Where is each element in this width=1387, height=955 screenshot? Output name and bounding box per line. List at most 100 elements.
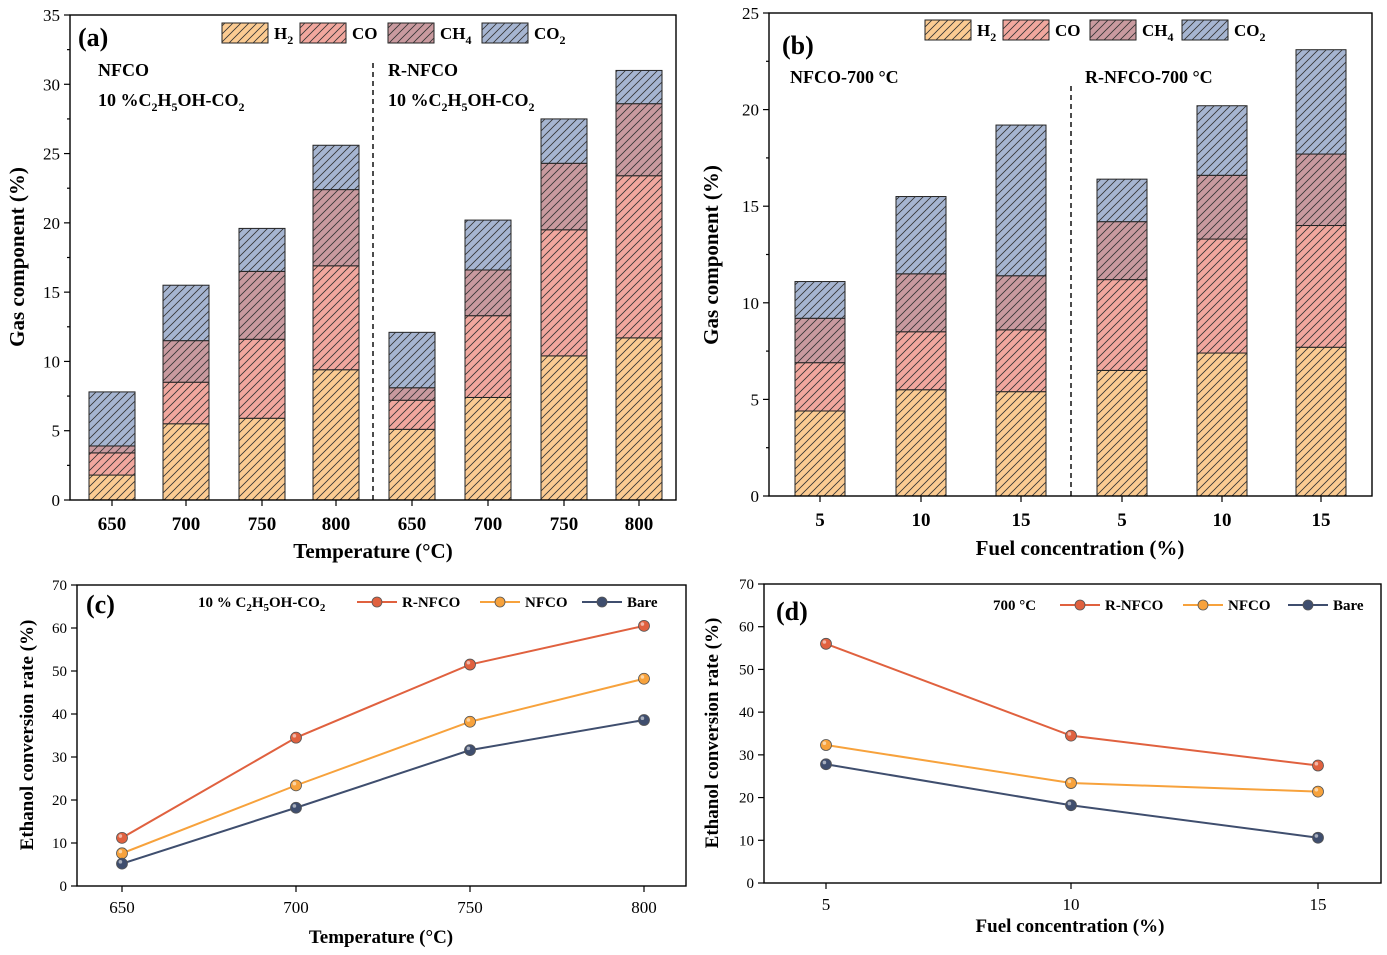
panel-c-legend-label-0: R-NFCO	[402, 595, 460, 611]
panel-a-bar-5-hatch-0	[465, 397, 511, 500]
panel-a-xtick-0: 650	[98, 514, 127, 535]
panel-c-series-0-point-1	[290, 731, 302, 744]
panel-a-bar-1-hatch-3	[163, 285, 209, 341]
panel-a-bar-4-hatch-3	[389, 332, 435, 388]
panel-a-group1-name: NFCO	[98, 60, 149, 80]
panel-c-xtick-2: 750	[457, 898, 483, 917]
panel-a-legend-hatch-0	[222, 23, 268, 43]
panel-a-legend: H2 CO CH4 CO2	[221, 22, 566, 47]
panel-a-bar-4-hatch-2	[389, 387, 435, 401]
panel-b-bar-4-hatch-0	[1197, 353, 1247, 496]
panel-b-bar-3-hatch-2	[1097, 221, 1147, 280]
panel-a-ytick-6: 30	[43, 75, 60, 94]
panel-b-bar-5-hatch-2	[1296, 154, 1346, 226]
panel-d-legend-marker-2	[1302, 599, 1314, 611]
panel-d-series-1-point-shine-2	[1314, 787, 1319, 792]
panel-b-bar-3-hatch-1	[1097, 279, 1147, 371]
panel-d-ytick-4: 40	[739, 705, 754, 721]
panel-c-series-2-point-2	[464, 744, 476, 757]
panel-a-legend-label-2: CH4	[440, 24, 472, 47]
panel-a-bar-5-hatch-2	[465, 269, 511, 316]
panel-a-bar-0-hatch-2	[89, 445, 135, 453]
panel-c-series-line-2	[121, 719, 645, 865]
panel-c-series-1-point-2	[464, 715, 476, 728]
panel-b-bar-2-hatch-2	[996, 275, 1046, 330]
panel-a-bar-3-hatch-2	[313, 189, 359, 266]
panel-c-ytick-1: 10	[52, 836, 67, 852]
panel-b-bar-0-hatch-2	[795, 318, 845, 363]
panel-b-ylabel: Gas component (%)	[699, 165, 723, 345]
panel-c-series-2-point-shine-0	[118, 860, 123, 864]
panel-a-label: (a)	[78, 23, 108, 52]
panel-d-series-0-point-2	[1312, 759, 1324, 772]
panel-d-lines	[820, 637, 1324, 844]
panel-c-series-2-point-0	[116, 857, 128, 870]
panel-a-bar-5-hatch-3	[465, 220, 511, 270]
panel-a-bar-1-hatch-2	[163, 340, 209, 383]
panel-b-ticks: 5 10 15 5 10 15 0 5 10 15 20 25	[742, 4, 1331, 531]
panel-d-ticks: 5 10 15 0 10 20 30 40 50 60 70	[739, 577, 1327, 914]
panel-b-xlabel: Fuel concentration (%)	[976, 536, 1185, 560]
panel-a-ytick-3: 15	[43, 283, 60, 302]
panel-a-group2-condition: 10 %C2H5OH-CO2	[388, 90, 535, 114]
panel-a-legend-hatch-2	[388, 23, 434, 43]
panel-b: 5 10 15 5 10 15 0 5 10 15 20 25 (b) NFCO-700 °C R-N…	[699, 4, 1373, 560]
panel-c-xtick-3: 800	[631, 898, 657, 917]
panel-b-legend-label-3: CO2	[1234, 21, 1266, 44]
panel-c-frame	[76, 584, 687, 887]
panel-a-legend-label-1: CO	[352, 24, 378, 43]
panel-a-group1-condition: 10 %C2H5OH-CO2	[98, 90, 245, 114]
panel-c-series-1-point-1	[290, 779, 302, 792]
panel-d-series-0-point-1	[1065, 729, 1077, 742]
panel-b-xtick-1: 10	[912, 510, 931, 531]
panel-b-bar-1-hatch-2	[896, 273, 946, 332]
panel-c-series-2-point-shine-3	[640, 716, 645, 721]
panel-a-bar-6-hatch-0	[541, 355, 587, 500]
panel-a-ytick-0: 0	[52, 491, 61, 510]
panel-a-bar-4-hatch-1	[389, 400, 435, 430]
panel-c: 650 700 750 800 0 10 20 30 40 50 60 70 (c) 10 % C2H…	[17, 578, 687, 948]
panel-c-xtick-0: 650	[109, 898, 135, 917]
panel-c-ytick-3: 30	[52, 750, 67, 766]
panel-a-bar-6-hatch-2	[541, 163, 587, 230]
panel-a-bar-2-hatch-0	[239, 418, 285, 500]
panel-c-series-2-point-3	[638, 714, 650, 726]
panel-b-group2-name: R-NFCO-700 °C	[1085, 67, 1213, 87]
panel-a-bar-3-hatch-1	[313, 265, 359, 370]
panel-c-ytick-7: 70	[52, 578, 67, 594]
panel-b-xtick-4: 10	[1213, 510, 1232, 531]
panel-d-series-1-point-0	[820, 739, 832, 751]
panel-b-bar-3-hatch-0	[1097, 370, 1147, 496]
panel-c-series-1-point-shine-0	[118, 849, 123, 854]
panel-a-xtick-6: 750	[550, 514, 579, 535]
panel-c-legend-label-1: NFCO	[525, 595, 568, 611]
panel-a-ytick-1: 5	[52, 422, 61, 441]
panel-b-ytick-3: 15	[742, 197, 759, 216]
panel-b-legend-hatch-1	[1003, 20, 1049, 40]
panel-d-series-0-point-shine-0	[822, 640, 827, 644]
panel-d-series-line-0	[825, 642, 1319, 767]
panel-b-bar-3-hatch-3	[1097, 179, 1147, 222]
panel-a-ylabel: Gas component (%)	[5, 167, 29, 347]
panel-b-bar-5-hatch-1	[1296, 225, 1346, 348]
panel-b-xtick-0: 5	[815, 510, 825, 531]
panel-c-legend-marker-2	[596, 596, 608, 608]
panel-b-legend-hatch-0	[925, 20, 971, 40]
panel-d-series-2-point-shine-0	[822, 760, 827, 765]
panel-d-series-2-point-shine-1	[1067, 801, 1072, 806]
panel-b-bar-1-hatch-1	[896, 331, 946, 390]
panel-b-bar-2-hatch-0	[996, 391, 1046, 496]
panel-b-group1-name: NFCO-700 °C	[790, 67, 899, 87]
panel-a-group2-name: R-NFCO	[388, 60, 458, 80]
panel-b-legend-label-2: CH4	[1142, 21, 1174, 44]
panel-c-ytick-6: 60	[52, 621, 67, 637]
panel-d-legend-label-0: R-NFCO	[1105, 598, 1163, 614]
panel-b-legend-label-1: CO	[1055, 21, 1081, 40]
panel-b-ytick-1: 5	[751, 390, 760, 409]
panel-a-bar-0-hatch-3	[89, 391, 135, 446]
panel-c-series-2-point-shine-2	[466, 746, 471, 751]
panel-a-xtick-3: 800	[322, 514, 351, 535]
panel-b-ytick-5: 25	[742, 4, 759, 23]
panel-c-label: (c)	[86, 590, 115, 619]
panel-a-bar-1-hatch-0	[163, 423, 209, 500]
